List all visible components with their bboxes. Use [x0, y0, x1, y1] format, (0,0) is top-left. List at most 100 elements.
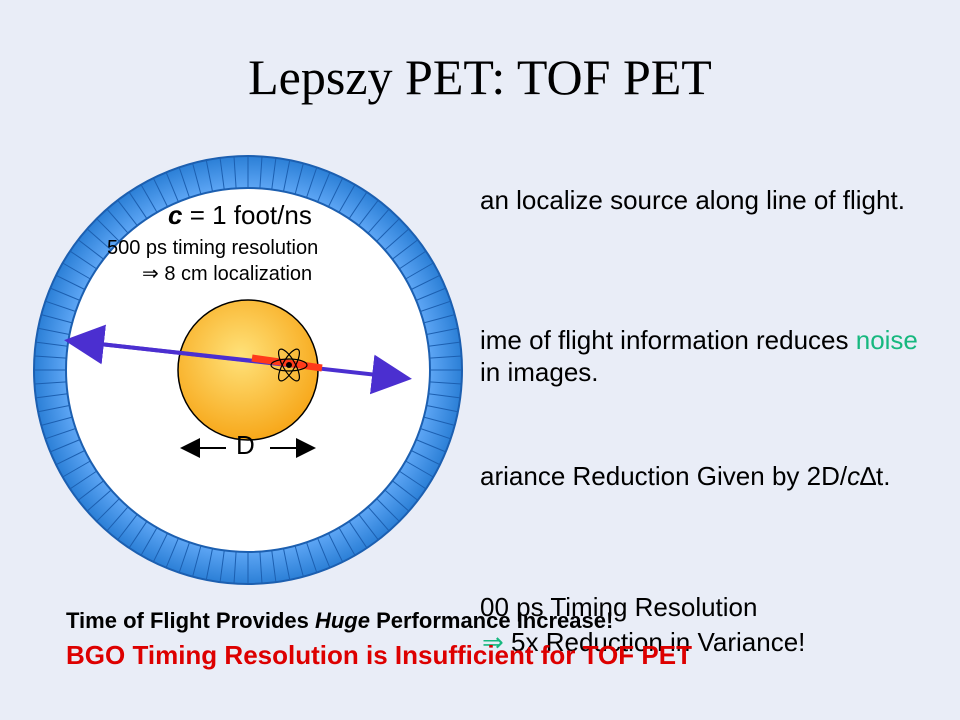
crystal-divider [376, 498, 400, 522]
crystal-divider [294, 163, 304, 195]
bullet-timing-resolution: 00 ps Timing Resolution [480, 592, 758, 622]
footer-performance: Time of Flight Provides Huge Performance… [66, 608, 614, 633]
crystal-divider [317, 537, 331, 568]
crystal-divider [62, 262, 91, 280]
crystal-divider [420, 428, 451, 440]
crystal-divider [117, 514, 138, 541]
crystal-divider [233, 156, 237, 189]
implies-icon: ⇒ [482, 627, 504, 657]
crystal-divider [165, 537, 179, 568]
bullet-variance-reduction: ⇒ 5x Reduction in Variance! [482, 627, 806, 657]
crystal-divider [50, 287, 81, 301]
crystal-divider [271, 550, 277, 583]
crystal-divider [128, 191, 148, 219]
crystal-divider [96, 498, 120, 522]
detector-crystals [34, 156, 462, 584]
crystal-divider [411, 450, 441, 466]
crystal-divider [294, 545, 304, 577]
crystal-divider [128, 521, 148, 549]
crystal-divider [117, 199, 138, 226]
crystal-divider [96, 218, 120, 242]
crystal-divider [152, 177, 168, 207]
crystal-divider [77, 239, 104, 260]
crystal-divider [86, 228, 112, 251]
crystal-divider [392, 480, 419, 501]
crystal-divider [426, 327, 458, 335]
speed-of-light-label: c = 1 foot/ns [168, 200, 312, 230]
crystal-divider [283, 548, 291, 580]
crystal-divider [338, 527, 356, 556]
crystal-divider [219, 157, 225, 190]
crystal-divider [192, 163, 202, 195]
crystal-divider [55, 274, 85, 290]
crystal-divider [358, 199, 379, 226]
crystal-divider [233, 551, 237, 584]
crystal-divider [50, 439, 81, 453]
crystal-divider [259, 156, 263, 189]
implies-icon: ⇒ [142, 263, 159, 285]
crystal-divider [69, 470, 97, 490]
crystal-divider [152, 533, 168, 563]
crystal-divider [45, 300, 76, 312]
crystal-divider [178, 542, 190, 573]
crystal-divider [69, 250, 97, 270]
crystal-divider [423, 416, 455, 426]
crystal-divider [384, 489, 410, 512]
crystal-divider [328, 533, 344, 563]
crystal-divider [283, 160, 291, 192]
crystal-divider [35, 341, 68, 347]
slide-title: Lepszy PET: TOF PET [248, 49, 712, 105]
crystal-divider [140, 527, 158, 556]
crystal-divider [399, 250, 427, 270]
bullet-noise: ime of flight information reduces noise … [480, 325, 918, 387]
crystal-divider [34, 381, 67, 385]
crystal-divider [348, 191, 368, 219]
timing-resolution-label: 500 ps timing resolution [107, 237, 319, 259]
crystal-divider [415, 439, 446, 453]
crystal-divider [429, 355, 462, 359]
crystal-divider [41, 416, 73, 426]
crystal-divider [306, 542, 318, 573]
crystal-divider [55, 450, 85, 466]
crystal-divider [426, 405, 458, 413]
crystal-divider [348, 521, 368, 549]
crystal-divider [38, 405, 70, 413]
crystal-divider [106, 506, 129, 532]
crystal-divider [205, 160, 213, 192]
crystal-divider [411, 274, 441, 290]
crystal-divider [219, 550, 225, 583]
crystal-divider [62, 460, 91, 478]
crystal-divider [405, 460, 434, 478]
crystal-divider [338, 184, 356, 213]
crystal-divider [367, 208, 390, 234]
bullet-variance: ariance Reduction Given by 2D/c∆t. [480, 461, 891, 491]
crystal-divider [367, 506, 390, 532]
crystal-divider [34, 355, 67, 359]
crystal-divider [165, 172, 179, 203]
crystal-divider [205, 548, 213, 580]
crystal-divider [45, 428, 76, 440]
crystal-divider [420, 300, 451, 312]
crystal-divider [271, 157, 277, 190]
d-label: D [236, 430, 255, 460]
crystal-divider [259, 551, 263, 584]
footer-bgo: BGO Timing Resolution is Insufficient fo… [66, 640, 692, 670]
crystal-divider [429, 381, 462, 385]
atom-icon [270, 348, 308, 382]
crystal-divider [86, 489, 112, 512]
crystal-divider [306, 167, 318, 198]
localization-label: ⇒ 8 cm localization [142, 263, 313, 285]
crystal-divider [358, 514, 379, 541]
crystal-divider [428, 341, 461, 347]
crystal-divider [392, 239, 419, 260]
crystal-divider [399, 470, 427, 490]
crystal-divider [106, 208, 129, 234]
crystal-divider [376, 218, 400, 242]
crystal-divider [77, 480, 104, 501]
crystal-divider [41, 314, 73, 324]
crystal-divider [192, 545, 202, 577]
crystal-divider [384, 228, 410, 251]
crystal-divider [317, 172, 331, 203]
